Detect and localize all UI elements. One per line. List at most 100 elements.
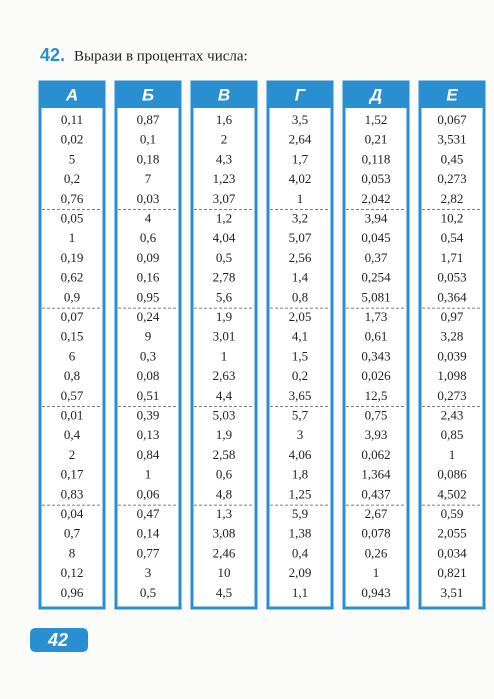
page-number: 42: [47, 630, 68, 650]
cell-value: 0,273: [437, 171, 466, 186]
cell-value: 5,9: [292, 506, 308, 521]
column-header-bg: [192, 82, 256, 108]
cell-value: 3,08: [213, 526, 236, 541]
page-number-badge: [30, 628, 88, 652]
cell-value: 1,52: [365, 112, 388, 127]
cell-value: 4,04: [213, 230, 236, 245]
cell-value: 2,46: [213, 545, 236, 560]
cell-value: 3,94: [365, 210, 388, 225]
cell-value: 0,04: [61, 506, 84, 521]
cell-value: 0,61: [365, 329, 388, 344]
cell-value: 2,67: [365, 506, 388, 521]
exercise-text: Вырази в процентах числа:: [74, 48, 248, 64]
column-frame: [114, 80, 182, 610]
cell-value: 1,9: [216, 427, 232, 442]
cell-value: 0,943: [361, 585, 390, 600]
cell-value: 0,6: [216, 467, 233, 482]
cell-value: 4,02: [289, 171, 312, 186]
cell-value: 1: [449, 447, 456, 462]
cell-value: 0,5: [216, 250, 232, 265]
cell-value: 0,24: [137, 309, 160, 324]
cell-value: 5,07: [289, 230, 312, 245]
column-header: В: [218, 85, 230, 104]
cell-value: 0,13: [137, 427, 160, 442]
cell-value: 0,343: [361, 348, 390, 363]
cell-value: 0,08: [137, 368, 160, 383]
cell-value: 1: [69, 230, 76, 245]
cell-value: 5,7: [292, 407, 309, 422]
cell-value: 12,5: [365, 388, 388, 403]
cell-value: 3,2: [292, 210, 308, 225]
cell-value: 0,12: [61, 565, 84, 580]
cell-value: 0,2: [64, 171, 80, 186]
cell-value: 0,15: [61, 329, 84, 344]
cell-value: 1,1: [292, 585, 308, 600]
cell-value: 0,11: [61, 112, 83, 127]
cell-value: 1,9: [216, 309, 232, 324]
cell-value: 0,05: [61, 210, 84, 225]
column-frame: [342, 80, 410, 610]
cell-value: 0,19: [61, 250, 84, 265]
cell-value: 0,18: [137, 151, 160, 166]
cell-value: 3,531: [437, 132, 466, 147]
cell-value: 1,6: [216, 112, 233, 127]
cell-value: 4,8: [216, 486, 232, 501]
column-header-bg: [344, 82, 408, 108]
cell-value: 1,73: [365, 309, 388, 324]
cell-value: 0,39: [137, 407, 160, 422]
cell-value: 0,37: [365, 250, 388, 265]
column-header-bg: [116, 82, 180, 108]
cell-value: 0,1: [140, 132, 156, 147]
cell-value: 3,01: [213, 329, 236, 344]
cell-value: 2,09: [289, 565, 312, 580]
cell-value: 3,93: [365, 427, 388, 442]
column-header: Б: [142, 85, 154, 104]
cell-value: 2,82: [441, 191, 464, 206]
cell-value: 0,034: [437, 545, 467, 560]
cell-value: 0,086: [437, 467, 467, 482]
cell-value: 1,098: [437, 368, 466, 383]
cell-value: 0,97: [441, 309, 464, 324]
exercise-number: 42.: [40, 45, 65, 65]
cell-value: 0,47: [137, 506, 160, 521]
cell-value: 0,14: [137, 526, 160, 541]
cell-value: 3: [297, 427, 304, 442]
cell-value: 5,081: [361, 289, 390, 304]
cell-value: 1,7: [292, 151, 309, 166]
cell-value: 3,07: [213, 191, 236, 206]
cell-value: 1,71: [441, 250, 464, 265]
cell-value: 4,3: [216, 151, 232, 166]
cell-value: 1: [297, 191, 304, 206]
cell-value: 7: [145, 171, 152, 186]
cell-value: 1: [373, 565, 380, 580]
cell-value: 4,502: [437, 486, 466, 501]
cell-value: 8: [69, 545, 76, 560]
cell-value: 0,5: [140, 585, 156, 600]
cell-value: 0,76: [61, 191, 84, 206]
cell-value: 3,51: [441, 585, 464, 600]
cell-value: 0,118: [362, 151, 391, 166]
cell-value: 6: [69, 348, 76, 363]
cell-value: 0,75: [365, 407, 388, 422]
cell-value: 4,06: [289, 447, 312, 462]
column-header: А: [65, 85, 78, 104]
cell-value: 2,64: [289, 132, 312, 147]
cell-value: 5,6: [216, 289, 233, 304]
cell-value: 0,039: [437, 348, 466, 363]
cell-value: 0,87: [137, 112, 160, 127]
cell-value: 2,63: [213, 368, 236, 383]
column-header: Е: [446, 85, 458, 104]
cell-value: 0,62: [61, 270, 84, 285]
cell-value: 0,57: [61, 388, 84, 403]
cell-value: 0,4: [64, 427, 81, 442]
cell-value: 5: [69, 151, 76, 166]
cell-value: 1,38: [289, 526, 312, 541]
cell-value: 0,254: [361, 270, 391, 285]
cell-value: 0,84: [137, 447, 160, 462]
cell-value: 2: [69, 447, 76, 462]
cell-value: 2: [221, 132, 228, 147]
cell-value: 2,05: [289, 309, 312, 324]
cell-value: 0,045: [361, 230, 390, 245]
cell-value: 0,6: [140, 230, 157, 245]
